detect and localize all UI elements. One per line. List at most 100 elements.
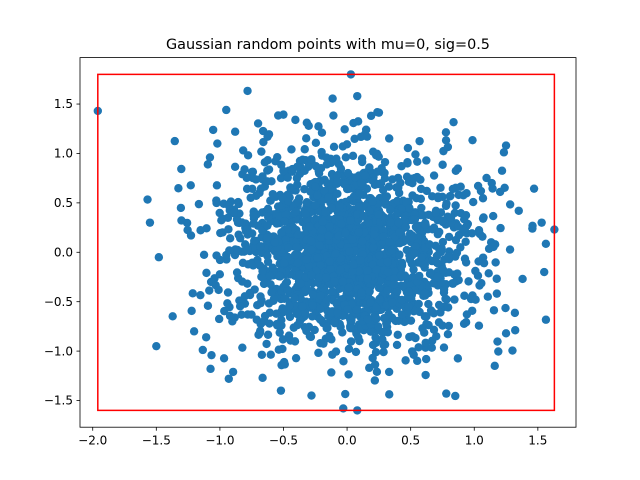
scatter-point	[494, 347, 503, 356]
scatter-point	[540, 267, 549, 277]
scatter-point	[295, 316, 305, 326]
scatter-point	[529, 184, 539, 193]
scatter-point	[422, 156, 431, 165]
scatter-point	[471, 266, 480, 276]
scatter-point	[230, 127, 240, 136]
scatter-point	[186, 181, 195, 190]
scatter-point	[433, 272, 442, 282]
scatter-point	[446, 191, 455, 201]
y-tick-label: −0.5	[44, 295, 73, 309]
scatter-point	[394, 183, 403, 193]
scatter-point	[379, 313, 389, 323]
scatter-point	[468, 135, 477, 145]
scatter-point	[335, 265, 345, 275]
y-tick-label: −1.0	[44, 344, 73, 358]
scatter-point	[467, 229, 477, 238]
scatter-point	[363, 315, 372, 324]
scatter-point	[415, 136, 424, 146]
scatter-point	[254, 330, 263, 339]
scatter-point	[304, 162, 313, 171]
scatter-point	[537, 218, 546, 227]
scatter-point	[433, 193, 443, 203]
scatter-point	[281, 279, 290, 288]
scatter-point	[390, 266, 399, 275]
scatter-point	[528, 224, 537, 233]
scatter-point	[379, 347, 388, 357]
scatter-point	[496, 223, 505, 233]
scatter-point	[338, 328, 347, 337]
scatter-point	[314, 166, 323, 176]
scatter-point	[263, 156, 272, 165]
scatter-point	[358, 211, 368, 221]
scatter-point	[426, 306, 436, 315]
x-tick-label: −0.5	[269, 434, 298, 448]
scatter-point	[514, 206, 523, 215]
scatter-point	[335, 201, 345, 211]
scatter-point	[427, 343, 436, 352]
scatter-point	[292, 242, 301, 252]
scatter-point	[274, 211, 284, 221]
scatter-point	[346, 337, 356, 346]
scatter-point	[484, 244, 494, 253]
scatter-point	[394, 218, 404, 228]
scatter-point	[354, 202, 363, 211]
scatter-point	[368, 197, 377, 206]
scatter-point	[372, 367, 382, 377]
x-tick-label: 0.5	[401, 434, 420, 448]
scatter-point	[302, 134, 311, 143]
scatter-point	[397, 162, 406, 171]
scatter-point	[317, 225, 327, 235]
scatter-point	[410, 249, 419, 258]
scatter-point	[379, 232, 388, 241]
scatter-point	[276, 386, 286, 395]
y-tick-label: 0.0	[54, 245, 73, 259]
scatter-point	[263, 204, 273, 214]
scatter-point	[366, 298, 375, 307]
scatter-point	[349, 260, 358, 269]
scatter-point	[408, 332, 417, 341]
scatter-point	[177, 216, 186, 225]
scatter-point	[202, 268, 211, 278]
scatter-point	[444, 232, 454, 242]
scatter-point	[206, 364, 215, 374]
scatter-point	[356, 132, 366, 142]
scatter-point	[243, 245, 252, 254]
scatter-point	[490, 361, 499, 371]
scatter-point	[234, 199, 243, 209]
scatter-point	[414, 299, 423, 309]
scatter-point	[325, 222, 334, 231]
scatter-point	[434, 300, 444, 310]
scatter-point	[215, 270, 225, 279]
scatter-point	[301, 209, 310, 219]
scatter-point	[349, 118, 358, 128]
scatter-point	[448, 184, 458, 194]
scatter-point	[260, 311, 270, 321]
y-axis-ticks: −1.5 −1.0 −0.5 0.0 0.5 1.0 1.5	[44, 97, 80, 408]
scatter-point	[272, 219, 281, 228]
scatter-point	[291, 207, 301, 217]
scatter-point	[397, 295, 407, 305]
scatter-point	[501, 303, 510, 313]
scatter-point	[432, 332, 441, 341]
scatter-point	[366, 111, 376, 121]
scatter-point	[203, 301, 213, 310]
scatter-point	[339, 404, 348, 413]
scatter-point	[290, 293, 299, 303]
scatter-point	[418, 324, 427, 333]
scatter-point	[410, 215, 419, 224]
scatter-point	[256, 184, 266, 193]
scatter-point	[393, 330, 402, 340]
scatter-point	[443, 330, 453, 339]
scatter-point	[418, 260, 427, 269]
bounding-box	[97, 73, 556, 412]
scatter-point	[355, 189, 364, 198]
scatter-point	[488, 211, 498, 221]
scatter-point	[356, 256, 365, 265]
scatter-point	[348, 267, 357, 276]
scatter-point	[421, 354, 431, 364]
scatter-point	[284, 243, 293, 253]
scatter-point	[417, 253, 426, 262]
scatter-point	[327, 203, 336, 213]
scatter-point	[343, 168, 353, 178]
scatter-point	[324, 193, 333, 202]
